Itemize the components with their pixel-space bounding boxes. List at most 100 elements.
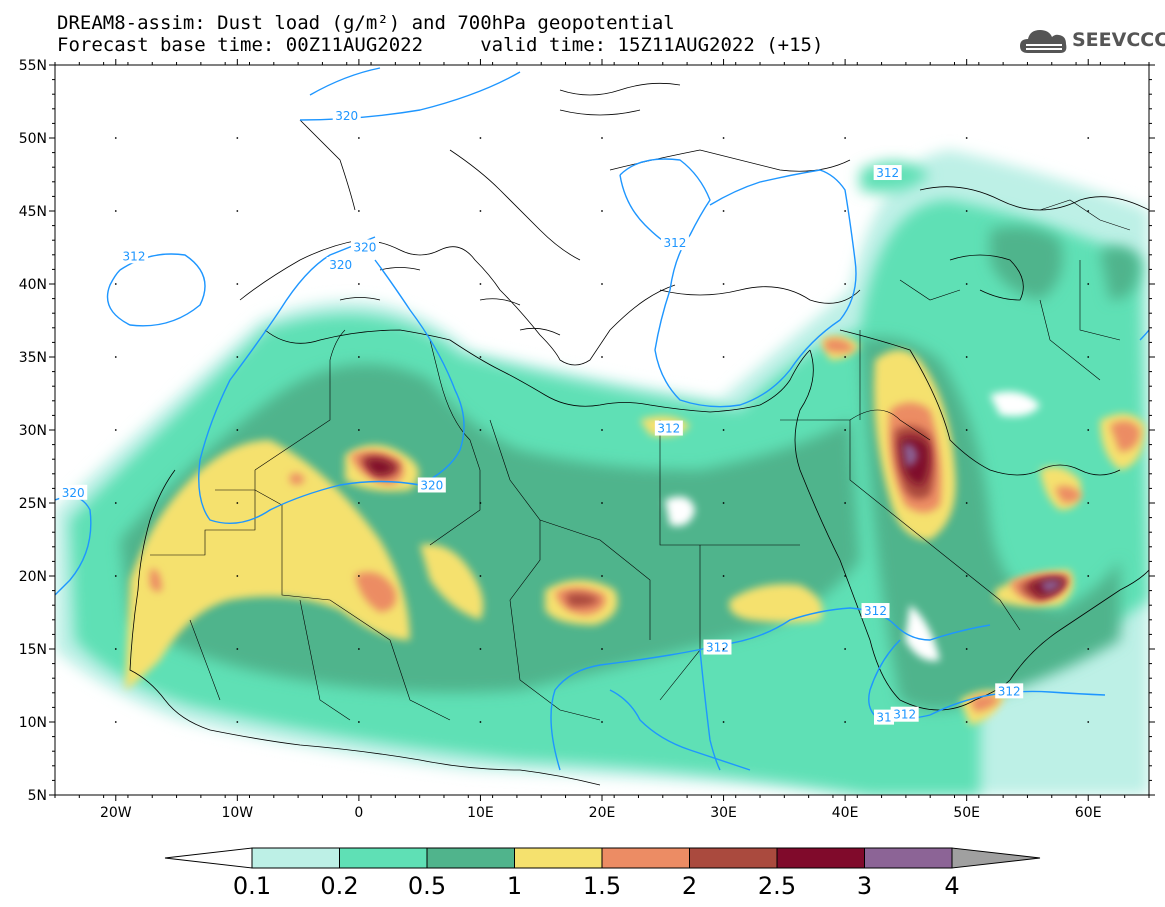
grid-dot (965, 356, 968, 358)
colorbar-label: 2.5 (757, 872, 797, 900)
grid-dot (844, 137, 847, 139)
contour-label-bg (890, 706, 919, 722)
grid-dot (1087, 356, 1090, 358)
colorbar-segment (251, 847, 340, 869)
grid-dot (601, 283, 603, 285)
grid-dot (357, 721, 360, 723)
colorbar-segment (514, 847, 603, 869)
grid-dot (601, 502, 603, 504)
grid-dot (236, 283, 239, 285)
contour-label-bg (873, 165, 902, 181)
grid-dot (357, 356, 360, 358)
grid-dot (965, 502, 968, 504)
grid-dot (236, 356, 239, 358)
colorbar-label: 4 (944, 872, 960, 900)
axis-ticks (49, 59, 1155, 801)
grid-dot (601, 429, 603, 431)
colorbar-label: 1 (506, 872, 523, 900)
grid-dot (236, 502, 239, 504)
grid-dot (236, 721, 239, 723)
grid-dot (1087, 648, 1090, 650)
contour-label-bg (654, 420, 683, 436)
grid-dot (722, 210, 725, 212)
dust-field (55, 150, 1149, 795)
contour-label-bg (417, 477, 446, 493)
grid-dot (1087, 137, 1090, 139)
lon-label: 10E (467, 805, 494, 821)
grid-dot (1087, 721, 1090, 723)
grid-dot (844, 721, 847, 723)
grid-dot (722, 575, 725, 577)
grid-dot (965, 648, 968, 650)
grid-dot (965, 429, 968, 431)
grid-dot (114, 721, 117, 723)
lat-label: 40N (19, 277, 47, 293)
grid-dot (114, 502, 117, 504)
grid-dot (965, 575, 968, 577)
grid-dot (114, 648, 117, 650)
grid-dot (479, 721, 482, 723)
contour-label-bg (995, 683, 1024, 699)
grid-dot (601, 575, 603, 577)
grid-dot (114, 283, 117, 285)
colorbar-over (951, 847, 1041, 869)
contour-label-bg (59, 484, 88, 500)
grid-dot (357, 502, 360, 504)
grid-dot (357, 210, 360, 212)
colorbar-label: 3 (856, 872, 873, 900)
colorbar-segment (776, 847, 865, 869)
chart-title: DREAM8-assim: Dust load (g/m²) and 700hP… (57, 12, 675, 34)
grid-dot (601, 137, 603, 139)
lat-label: 30N (19, 423, 47, 439)
colorbar-segment (601, 847, 690, 869)
lat-label: 45N (19, 204, 47, 220)
grid-dot (844, 575, 847, 577)
grid-dot (1087, 210, 1090, 212)
grid-dot (965, 283, 968, 285)
grid-dot (479, 429, 482, 431)
colorbar-label: 2 (681, 872, 698, 900)
grid-dot (722, 429, 725, 431)
grid-dot (1087, 502, 1090, 504)
grid-dot (1087, 575, 1090, 577)
grid-dot (114, 575, 117, 577)
contour-label-bg (120, 248, 149, 264)
grid-dot (357, 575, 360, 577)
lat-label: 5N (28, 788, 47, 804)
grid-dot (236, 648, 239, 650)
lat-label: 10N (19, 715, 47, 731)
grid-dot (357, 137, 360, 139)
colorbar-under (164, 847, 253, 869)
lon-label: 50E (953, 805, 980, 821)
colorbar-segment (864, 847, 953, 869)
colorbar-label: 1.5 (582, 872, 622, 900)
grid-dot (114, 137, 117, 139)
contour-label: 320 (329, 258, 352, 272)
contour-label-bg (861, 603, 890, 619)
lat-label: 15N (19, 642, 47, 658)
lon-label: 40E (832, 805, 859, 821)
colorbar-segment (689, 847, 778, 869)
contour-label: 312 (893, 708, 916, 722)
grid-dot (114, 356, 117, 358)
contour-label: 320 (335, 109, 358, 123)
lon-label: 60E (1075, 805, 1102, 821)
contour-label: 312 (876, 166, 899, 180)
contour-label: 312 (663, 236, 686, 250)
grid-dot (722, 502, 725, 504)
grid-dot (965, 721, 968, 723)
grid-dot (357, 283, 360, 285)
lat-label: 50N (19, 131, 47, 147)
lat-label: 20N (19, 569, 47, 585)
grid-dot (479, 575, 482, 577)
grid-dot (357, 429, 360, 431)
grid-dot (601, 356, 603, 358)
contour-label-bg (332, 108, 361, 124)
grid-dot (1087, 429, 1090, 431)
lon-label: 0 (354, 805, 363, 821)
grid-dot (965, 210, 968, 212)
grid-dot (1087, 283, 1090, 285)
grid-dot (236, 575, 239, 577)
